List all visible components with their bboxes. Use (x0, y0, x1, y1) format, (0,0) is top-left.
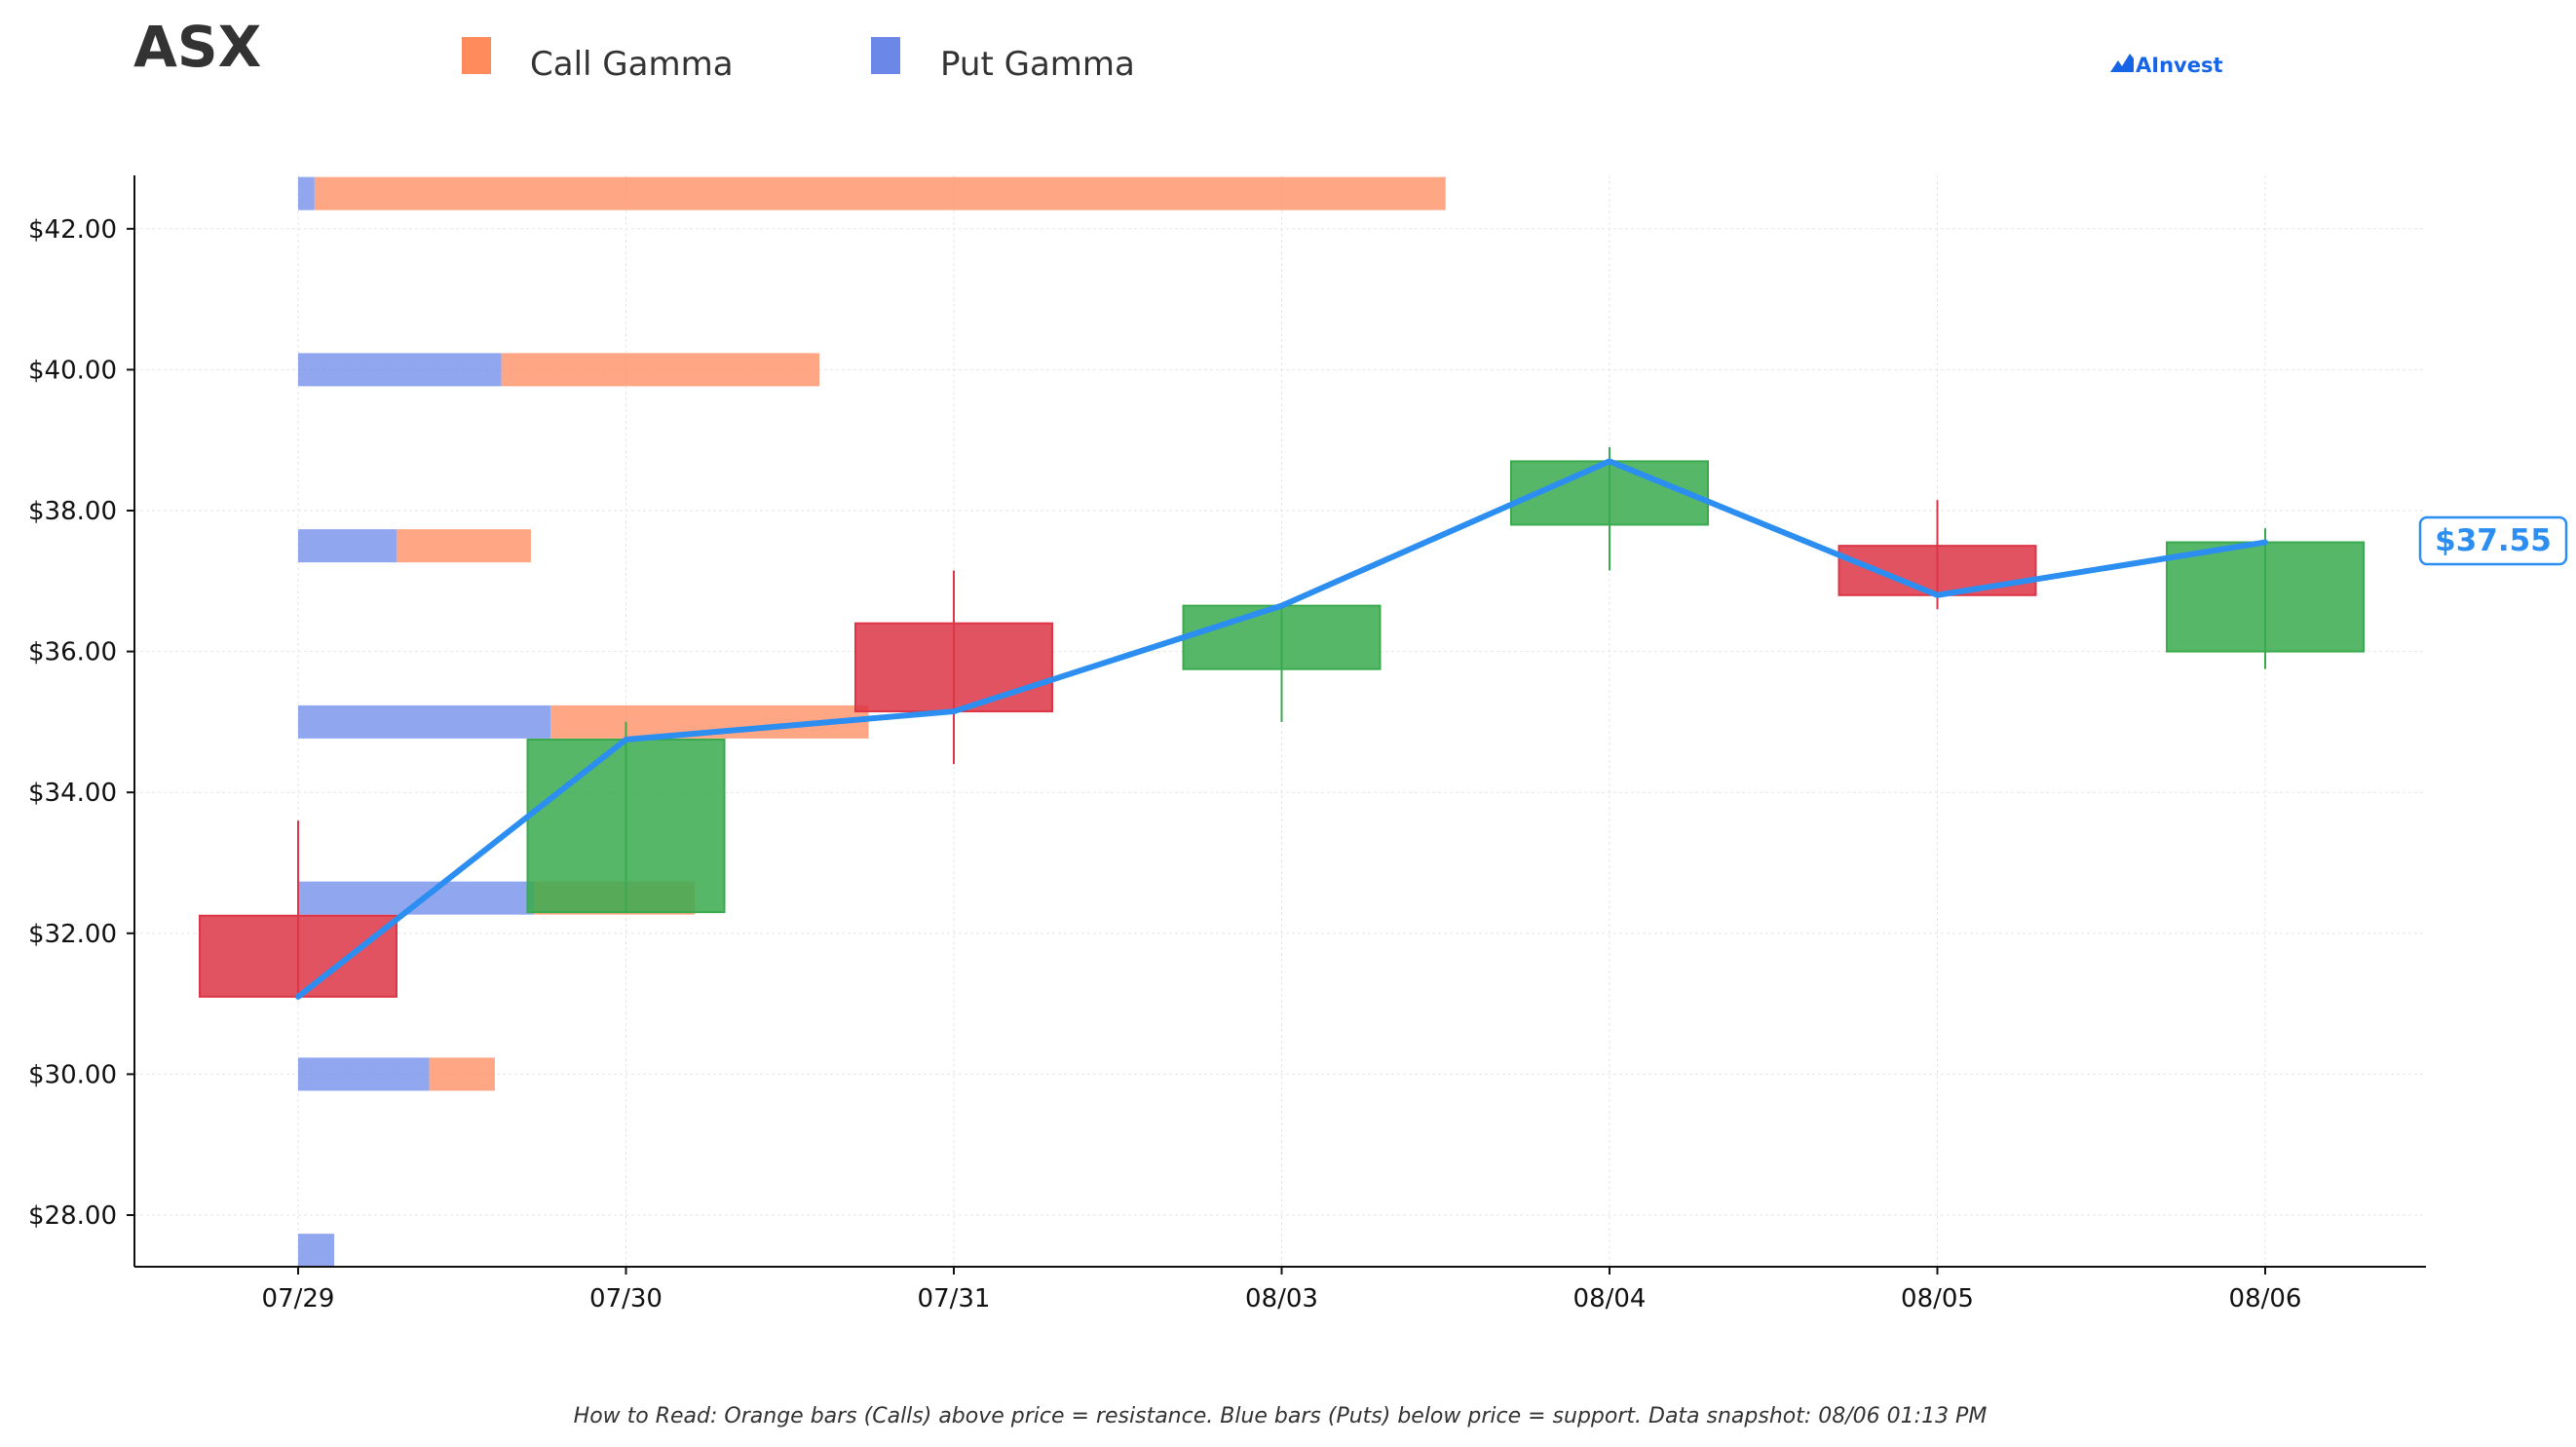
put-gamma-bar (298, 353, 502, 387)
put-gamma-bar (298, 1057, 430, 1091)
x-tick-label: 08/06 (2229, 1284, 2302, 1314)
y-tick-label: $38.00 (28, 497, 117, 526)
footer-note: How to Read: Orange bars (Calls) above p… (574, 1404, 1988, 1428)
candle-body (1182, 604, 1382, 670)
put-gamma-bar (298, 529, 397, 563)
ticker-title: ASX (133, 14, 261, 80)
gamma-bars (298, 176, 1446, 1268)
put-gamma-bar (298, 176, 315, 210)
call-gamma-bar (396, 529, 531, 563)
candle-body (526, 738, 726, 914)
call-gamma-legend-swatch (462, 37, 491, 74)
y-tick-label: $30.00 (28, 1060, 117, 1089)
x-tick-label: 07/31 (918, 1284, 991, 1314)
call-gamma-bar (501, 353, 820, 387)
current-price-tag-box (2418, 515, 2568, 566)
call-gamma-legend-label: Call Gamma (530, 45, 734, 84)
close-price-line-path (295, 458, 2268, 1000)
y-tick-label: $40.00 (28, 356, 117, 385)
put-gamma-legend-swatch (871, 37, 900, 74)
candle-body (2166, 541, 2365, 653)
y-axis-ticks: $28.00 $30.00 $32.00 $34.00 $36.00 $38.00 $40.… (28, 215, 134, 1231)
x-tick-label: 08/04 (1573, 1284, 1647, 1314)
put-gamma-legend-label: Put Gamma (940, 45, 1135, 84)
brand-name: AInvest (2136, 54, 2223, 77)
brand-chart-icon (2110, 54, 2134, 72)
current-price-tag: $37.55 (2418, 515, 2568, 566)
y-tick-label: $28.00 (28, 1201, 117, 1231)
x-axis-ticks: 07/29 07/30 07/31 08/03 08/04 08/05 08/06 (262, 1267, 2302, 1314)
x-tick-label: 07/29 (262, 1284, 335, 1314)
x-tick-label: 08/05 (1901, 1284, 1974, 1314)
call-gamma-bar (314, 176, 1446, 210)
y-tick-label: $32.00 (28, 920, 117, 949)
legend: Call Gamma Put Gamma (462, 37, 1135, 84)
axes (133, 175, 2426, 1268)
call-gamma-bar (429, 1057, 495, 1091)
current-price-label: $37.55 (2435, 523, 2552, 558)
brand-logo: AInvest (2110, 54, 2223, 77)
x-tick-label: 08/03 (1245, 1284, 1318, 1314)
y-tick-label: $42.00 (28, 215, 117, 245)
candle-body (854, 622, 1053, 713)
x-tick-label: 07/30 (589, 1284, 663, 1314)
y-tick-label: $36.00 (28, 638, 117, 667)
put-gamma-bar (298, 1234, 335, 1268)
candle-body (199, 914, 398, 998)
candle-body (1837, 545, 2037, 596)
put-gamma-bar (298, 704, 551, 739)
close-price-line (295, 458, 2268, 1000)
put-gamma-bar (298, 881, 535, 915)
y-tick-label: $34.00 (28, 779, 117, 808)
